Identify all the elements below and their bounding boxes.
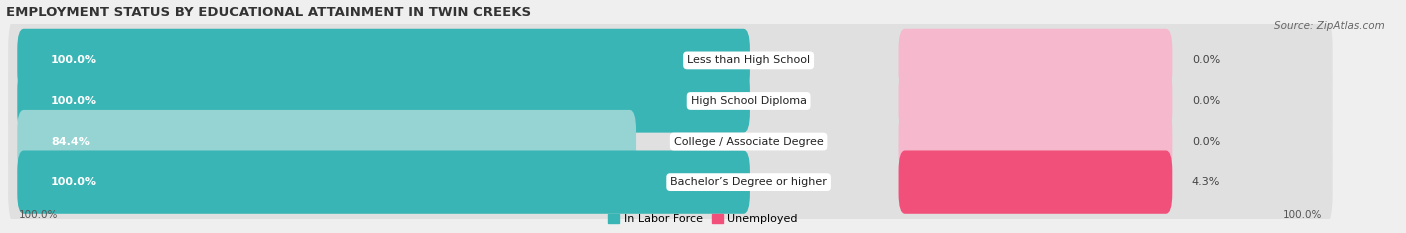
Text: Bachelor’s Degree or higher: Bachelor’s Degree or higher xyxy=(671,177,827,187)
FancyBboxPatch shape xyxy=(8,96,1333,187)
Legend: In Labor Force, Unemployed: In Labor Force, Unemployed xyxy=(603,209,803,229)
Text: 100.0%: 100.0% xyxy=(1282,210,1322,220)
Text: 0.0%: 0.0% xyxy=(1192,96,1220,106)
FancyBboxPatch shape xyxy=(17,151,749,214)
Text: 0.0%: 0.0% xyxy=(1192,55,1220,65)
FancyBboxPatch shape xyxy=(17,110,636,173)
FancyBboxPatch shape xyxy=(17,29,749,92)
FancyBboxPatch shape xyxy=(8,15,1333,106)
FancyBboxPatch shape xyxy=(898,110,1173,173)
Text: 100.0%: 100.0% xyxy=(51,177,97,187)
Text: 84.4%: 84.4% xyxy=(51,137,90,147)
Text: 100.0%: 100.0% xyxy=(18,210,58,220)
FancyBboxPatch shape xyxy=(8,56,1333,146)
Text: College / Associate Degree: College / Associate Degree xyxy=(673,137,824,147)
FancyBboxPatch shape xyxy=(8,137,1333,227)
FancyBboxPatch shape xyxy=(898,69,1173,133)
FancyBboxPatch shape xyxy=(898,151,1173,214)
Text: 4.3%: 4.3% xyxy=(1192,177,1220,187)
Text: 100.0%: 100.0% xyxy=(51,55,97,65)
Text: EMPLOYMENT STATUS BY EDUCATIONAL ATTAINMENT IN TWIN CREEKS: EMPLOYMENT STATUS BY EDUCATIONAL ATTAINM… xyxy=(6,6,530,19)
Text: High School Diploma: High School Diploma xyxy=(690,96,807,106)
Text: Less than High School: Less than High School xyxy=(688,55,810,65)
FancyBboxPatch shape xyxy=(898,29,1173,92)
Text: 0.0%: 0.0% xyxy=(1192,137,1220,147)
Text: 100.0%: 100.0% xyxy=(51,96,97,106)
FancyBboxPatch shape xyxy=(17,69,749,133)
Text: Source: ZipAtlas.com: Source: ZipAtlas.com xyxy=(1274,21,1385,31)
